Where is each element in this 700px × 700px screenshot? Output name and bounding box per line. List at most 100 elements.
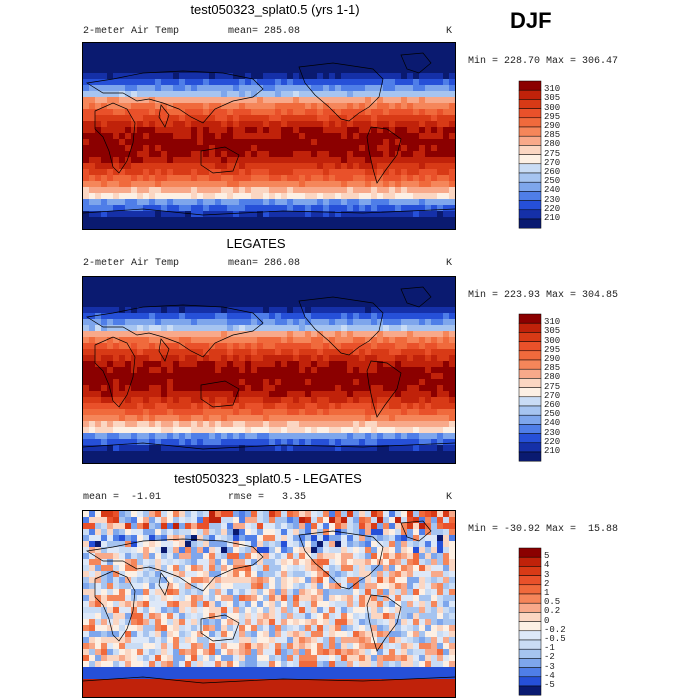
coastline: [83, 208, 455, 216]
field-cell: [185, 139, 192, 146]
field-cell: [323, 121, 330, 128]
field-cell: [119, 391, 126, 398]
field-cell: [383, 439, 390, 446]
field-cell: [137, 199, 144, 206]
field-cell: [341, 457, 348, 463]
field-cell: [371, 343, 378, 350]
field-cell: [401, 211, 408, 218]
field-cell: [371, 43, 378, 50]
field-cell: [251, 451, 258, 458]
field-cell: [191, 43, 198, 50]
field-cell: [431, 595, 438, 602]
field-cell: [359, 529, 366, 536]
field-cell: [113, 439, 120, 446]
field-cell: [347, 403, 354, 410]
field-cell: [443, 595, 450, 602]
field-cell: [161, 361, 168, 368]
field-cell: [239, 595, 246, 602]
field-cell: [431, 211, 438, 218]
field-cell: [119, 409, 126, 416]
field-cell: [323, 373, 330, 380]
field-cell: [107, 175, 114, 182]
field-cell: [119, 451, 126, 458]
field-cell: [443, 565, 450, 572]
field-cell: [437, 91, 444, 98]
field-cell: [449, 379, 455, 386]
field-cell: [143, 43, 150, 50]
field-cell: [197, 595, 204, 602]
field-cell: [173, 433, 180, 440]
field-cell: [245, 583, 252, 590]
field-cell: [167, 211, 174, 218]
field-cell: [365, 367, 372, 374]
field-cell: [215, 523, 222, 530]
field-cell: [251, 355, 258, 362]
field-cell: [305, 511, 312, 518]
field-cell: [245, 211, 252, 218]
field-cell: [125, 223, 132, 229]
field-cell: [101, 289, 108, 296]
field-cell: [407, 115, 414, 122]
field-cell: [197, 181, 204, 188]
field-cell: [221, 103, 228, 110]
field-cell: [149, 445, 156, 452]
field-cell: [371, 151, 378, 158]
field-cell: [149, 457, 156, 463]
field-cell: [89, 349, 96, 356]
field-cell: [143, 403, 150, 410]
field-cell: [335, 85, 342, 92]
field-cell: [257, 397, 264, 404]
field-cell: [149, 415, 156, 422]
field-cell: [311, 535, 318, 542]
field-cell: [383, 445, 390, 452]
field-cell: [137, 301, 144, 308]
field-cell: [125, 175, 132, 182]
field-cell: [359, 307, 366, 314]
field-cell: [131, 517, 138, 524]
field-cell: [197, 541, 204, 548]
field-cell: [329, 559, 336, 566]
field-cell: [341, 73, 348, 80]
field-cell: [425, 391, 432, 398]
field-cell: [329, 127, 336, 134]
field-cell: [113, 169, 120, 176]
field-cell: [407, 517, 414, 524]
field-cell: [167, 445, 174, 452]
field-cell: [257, 73, 264, 80]
field-cell: [305, 109, 312, 116]
field-cell: [155, 577, 162, 584]
field-cell: [155, 283, 162, 290]
field-cell: [347, 607, 354, 614]
field-cell: [359, 601, 366, 608]
field-cell: [131, 571, 138, 578]
field-cell: [221, 307, 228, 314]
field-cell: [83, 385, 90, 392]
field-cell: [413, 211, 420, 218]
field-cell: [197, 301, 204, 308]
field-cell: [131, 115, 138, 122]
field-cell: [245, 55, 252, 62]
field-cell: [245, 385, 252, 392]
panel1-units: K: [446, 26, 453, 37]
field-cell: [131, 397, 138, 404]
field-cell: [401, 133, 408, 140]
field-cell: [245, 337, 252, 344]
field-cell: [209, 439, 216, 446]
field-cell: [287, 145, 294, 152]
field-cell: [107, 211, 114, 218]
field-cell: [317, 559, 324, 566]
field-cell: [293, 523, 300, 530]
field-cell: [107, 397, 114, 404]
field-cell: [377, 457, 384, 463]
field-cell: [95, 109, 102, 116]
field-cell: [107, 559, 114, 566]
field-cell: [341, 61, 348, 68]
field-cell: [143, 193, 150, 200]
field-cell: [203, 451, 210, 458]
field-cell: [107, 517, 114, 524]
field-cell: [443, 109, 450, 116]
field-cell: [299, 565, 306, 572]
field-cell: [377, 145, 384, 152]
field-cell: [263, 325, 270, 332]
field-cell: [251, 421, 258, 428]
